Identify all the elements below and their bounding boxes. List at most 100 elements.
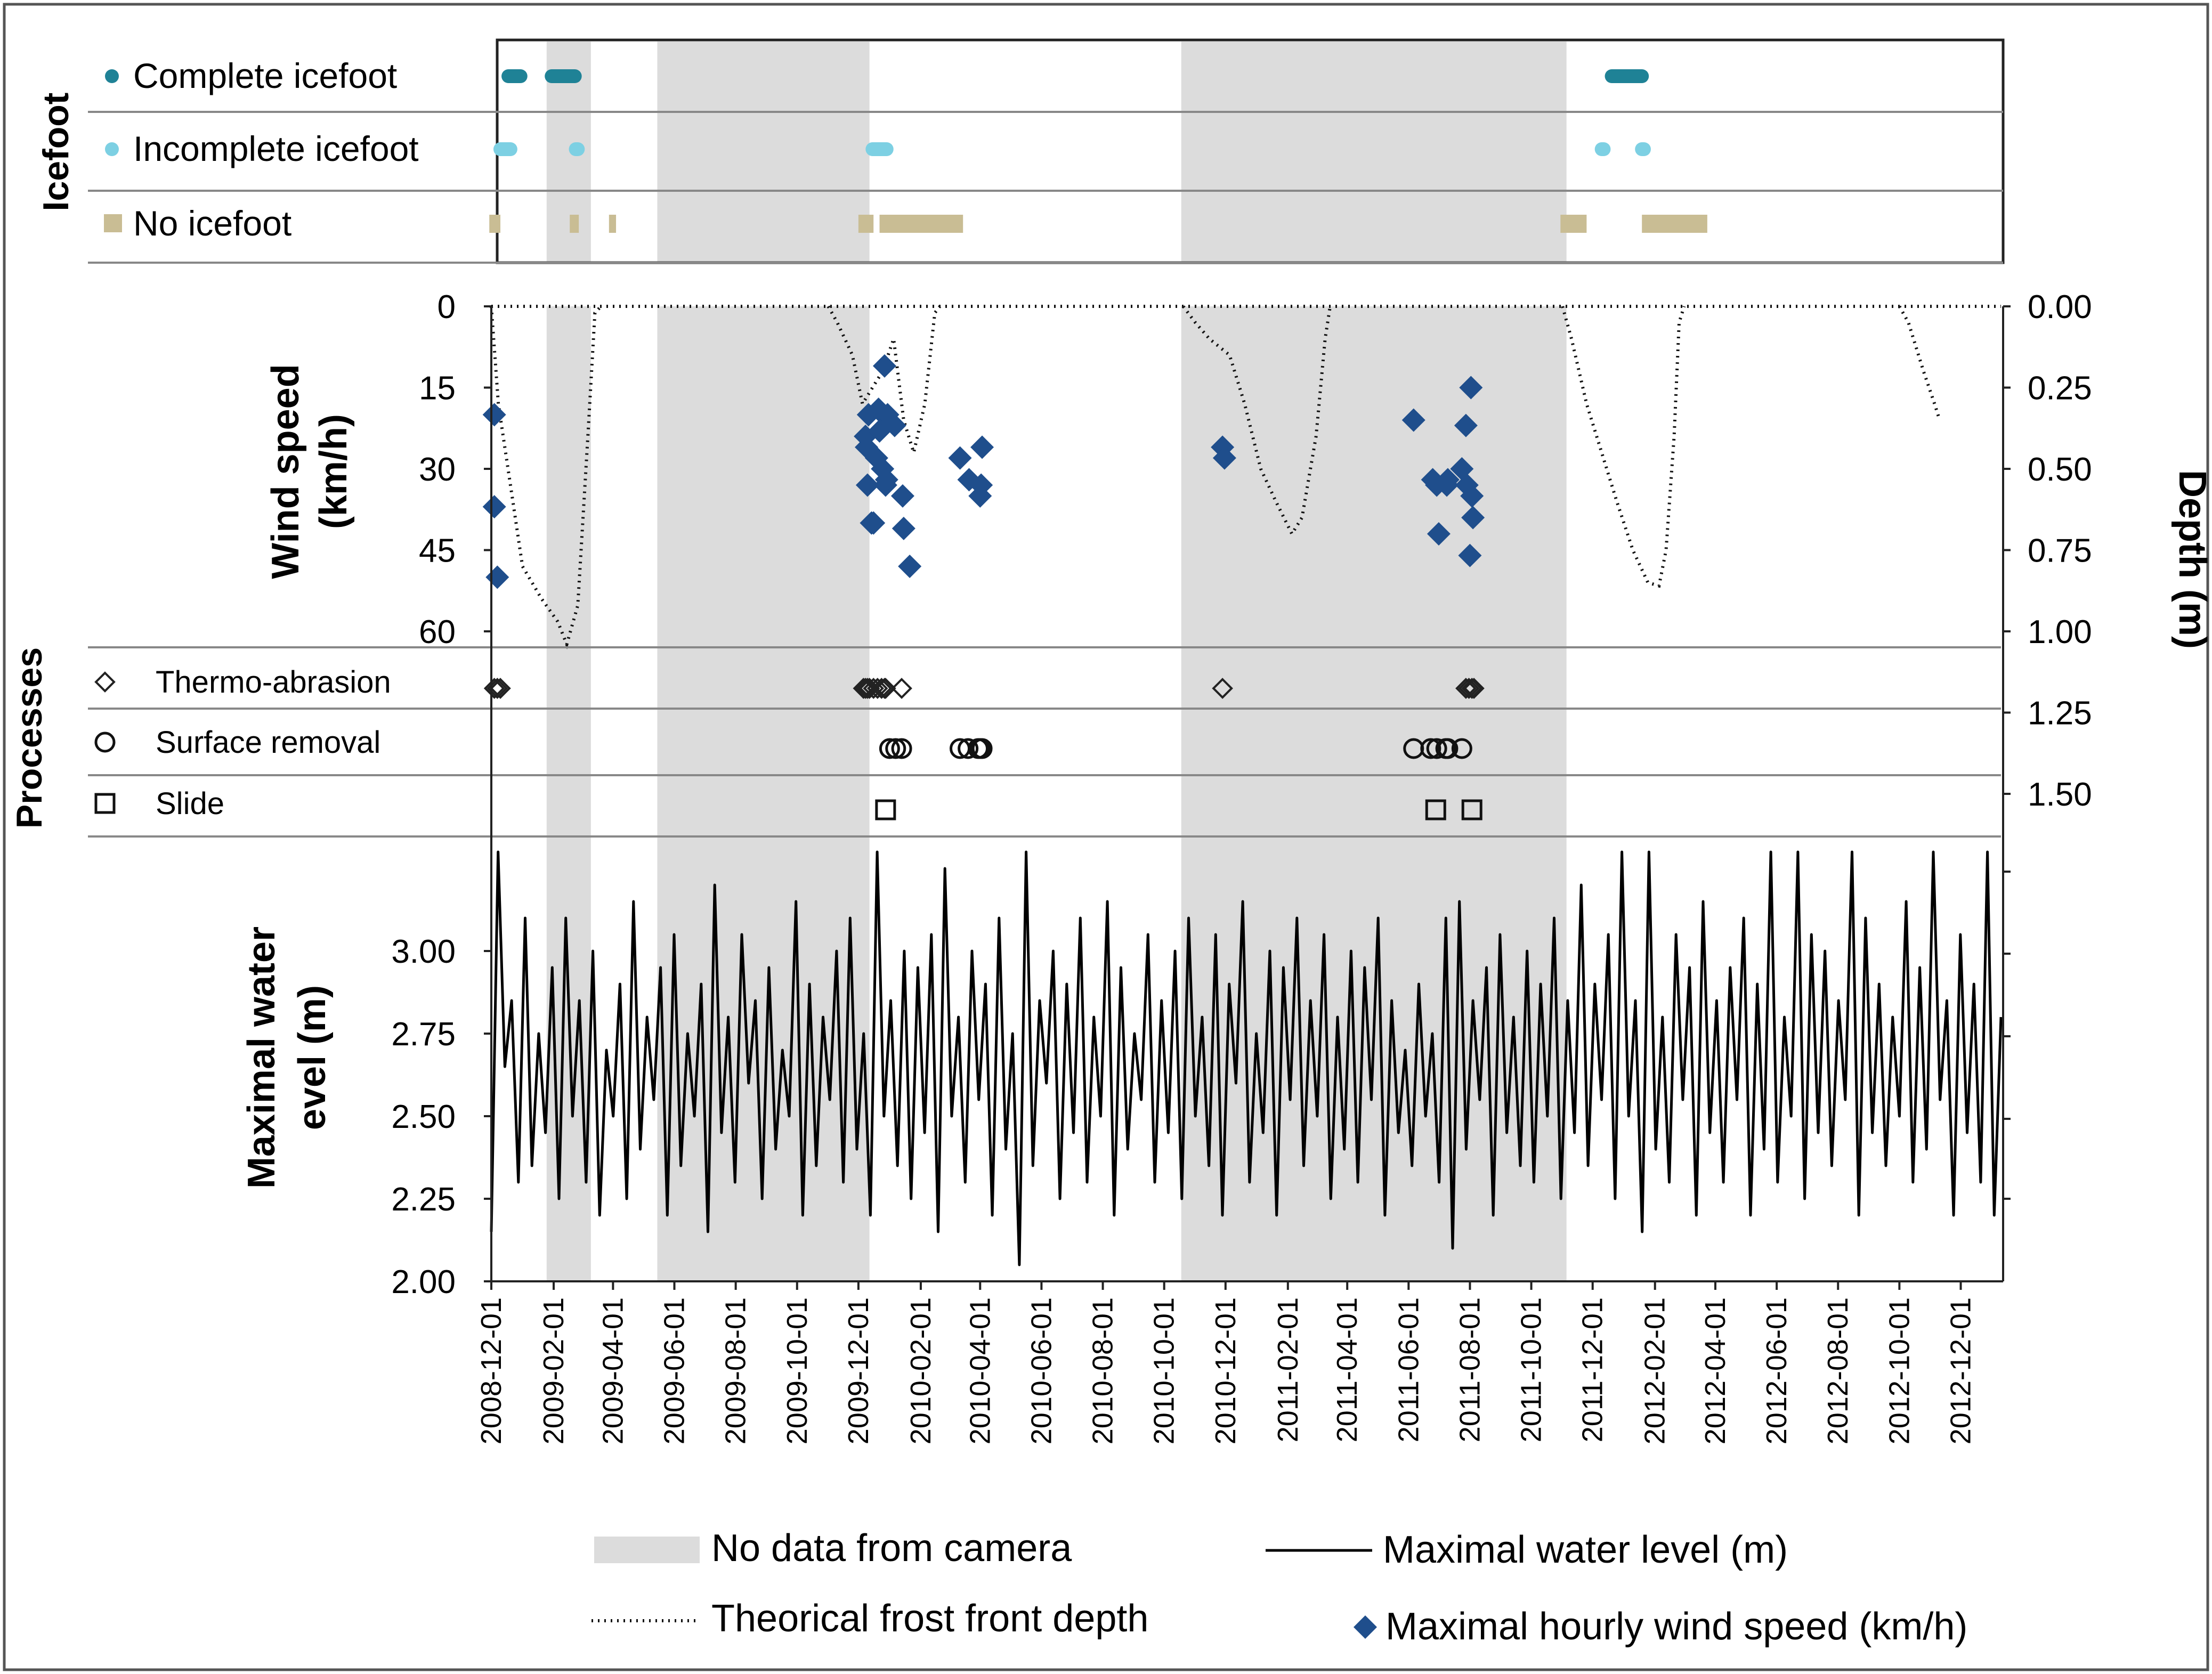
- process-marker: [857, 678, 878, 699]
- water-axis-title: evel (m): [291, 985, 334, 1130]
- wind-tick-label: 15: [419, 370, 456, 407]
- wind-axis-title: Wind speed: [264, 364, 307, 579]
- no-camera-band-icefoot: [657, 42, 870, 262]
- wind-point: [898, 555, 922, 578]
- axes: 0 15 30 45 60 0.00 0.25 0.50 0.75 1.00 1.25 1.50 2.0…: [240, 289, 2212, 1444]
- wind-point: [1427, 522, 1451, 546]
- x-tick-label: 2011-02-01: [1272, 1297, 1304, 1442]
- x-tick-label: 2012-10-01: [1883, 1297, 1915, 1444]
- depth-axis-title: Depth (m): [2171, 470, 2212, 649]
- x-tick-label: 2012-02-01: [1639, 1297, 1671, 1444]
- legend-no-camera-label: No data from camera: [711, 1527, 1072, 1570]
- frost-depth-line: [1561, 306, 1686, 588]
- icefoot-axis-title: Icefoot: [36, 93, 76, 212]
- process-marker: [490, 678, 511, 699]
- depth-tick-label: 1.25: [2028, 695, 2092, 732]
- water-level-line: [490, 850, 2003, 1266]
- wind-point: [482, 403, 506, 427]
- process-marker: [1463, 678, 1485, 699]
- x-tick-label: 2008-12-01: [475, 1297, 507, 1444]
- x-tick-label: 2009-04-01: [597, 1297, 629, 1444]
- x-tick-label: 2011-06-01: [1392, 1297, 1424, 1442]
- wind-point: [1461, 506, 1485, 530]
- wind-point: [1212, 446, 1236, 470]
- depth-tick-label: 0.75: [2028, 533, 2092, 570]
- wind-point: [855, 473, 879, 497]
- water-tick-label: 2.25: [391, 1181, 456, 1218]
- icefoot-row-label: Incomplete icefoot: [133, 129, 419, 168]
- process-marker: [891, 738, 912, 759]
- icefoot-bar: [879, 215, 963, 233]
- legend-frost-label: Theorical frost front depth: [711, 1597, 1148, 1640]
- process-marker: [891, 678, 912, 699]
- wind-point: [1460, 484, 1484, 508]
- figure-frame: [3, 3, 2209, 1671]
- icefoot-bar: [858, 215, 874, 233]
- process-marker: [875, 799, 896, 820]
- x-tick-label: 2009-10-01: [781, 1297, 813, 1444]
- x-tick-label: 2010-04-01: [964, 1297, 996, 1444]
- x-tick-label: 2009-02-01: [538, 1297, 570, 1444]
- legend-wind-label: Maximal hourly wind speed (km/h): [1385, 1605, 1967, 1648]
- x-tick-label: 2012-04-01: [1699, 1297, 1731, 1444]
- wind-point: [1454, 413, 1478, 437]
- process-marker: [1458, 678, 1480, 699]
- legend-wind-swatch: [1354, 1615, 1377, 1639]
- wind-point: [1436, 468, 1460, 492]
- wind-speed-series: [482, 354, 1485, 589]
- x-tick-label: 2011-04-01: [1331, 1297, 1363, 1442]
- icefoot-row-label: No icefoot: [133, 204, 291, 243]
- depth-tick-label: 0.25: [2028, 370, 2092, 407]
- legend-water-label: Maximal water level (m): [1383, 1529, 1788, 1571]
- icefoot-legend-marker: [105, 142, 119, 156]
- wind-tick-label: 60: [419, 614, 456, 651]
- process-legend-symbol: [94, 793, 116, 814]
- process-marker: [1437, 738, 1459, 759]
- x-tick-label: 2009-08-01: [720, 1297, 752, 1444]
- process-row-label: Slide: [156, 786, 224, 821]
- process-marker: [1212, 678, 1233, 699]
- x-tick-label: 2011-08-01: [1454, 1297, 1486, 1442]
- frost-depth-series: [490, 305, 2001, 649]
- x-tick-label: 2012-12-01: [1945, 1297, 1977, 1444]
- no-camera-band-icefoot: [1181, 42, 1567, 262]
- depth-tick-label: 1.50: [2028, 776, 2092, 813]
- icefoot-bar: [609, 215, 617, 233]
- process-row-label: Thermo-abrasion: [156, 665, 391, 700]
- x-tick-label: 2009-06-01: [659, 1297, 691, 1444]
- x-tick-label: 2009-12-01: [842, 1297, 874, 1444]
- process-marker: [853, 678, 874, 699]
- wind-point: [890, 484, 914, 508]
- process-marker: [871, 678, 893, 699]
- icefoot-bar: [1560, 215, 1587, 233]
- wind-point: [862, 511, 886, 535]
- water-tick-label: 2.75: [391, 1016, 456, 1053]
- process-marker: [483, 678, 505, 699]
- x-tick-label: 2010-12-01: [1210, 1297, 1242, 1444]
- process-marker: [1425, 799, 1446, 820]
- no-camera-band: [1181, 306, 1567, 1281]
- icefoot-legend-marker: [104, 214, 122, 232]
- depth-tick-label: 0.00: [2028, 289, 2092, 326]
- wind-point: [892, 516, 915, 540]
- icefoot-bar: [570, 215, 579, 233]
- process-marker: [1451, 738, 1472, 759]
- icefoot-bar: [489, 215, 500, 233]
- depth-tick-label: 1.00: [2028, 614, 2092, 651]
- wind-axis-title: (km/h): [312, 414, 355, 529]
- legend-no-camera-swatch: [594, 1537, 700, 1563]
- wind-point: [874, 468, 898, 492]
- wind-point: [872, 354, 896, 378]
- wind-tick-label: 45: [419, 533, 456, 570]
- process-marker: [866, 678, 888, 699]
- wind-point: [969, 473, 993, 497]
- processes-panel: Processes Thermo-abrasion Surface removal S…: [9, 646, 2001, 838]
- x-tick-label: 2010-10-01: [1148, 1297, 1180, 1444]
- frost-depth-line: [490, 305, 602, 649]
- wind-point: [882, 413, 906, 437]
- wind-point: [1401, 408, 1425, 432]
- wind-point: [482, 495, 506, 519]
- process-legend-symbol: [94, 671, 116, 693]
- x-tick-label: 2010-06-01: [1025, 1297, 1057, 1444]
